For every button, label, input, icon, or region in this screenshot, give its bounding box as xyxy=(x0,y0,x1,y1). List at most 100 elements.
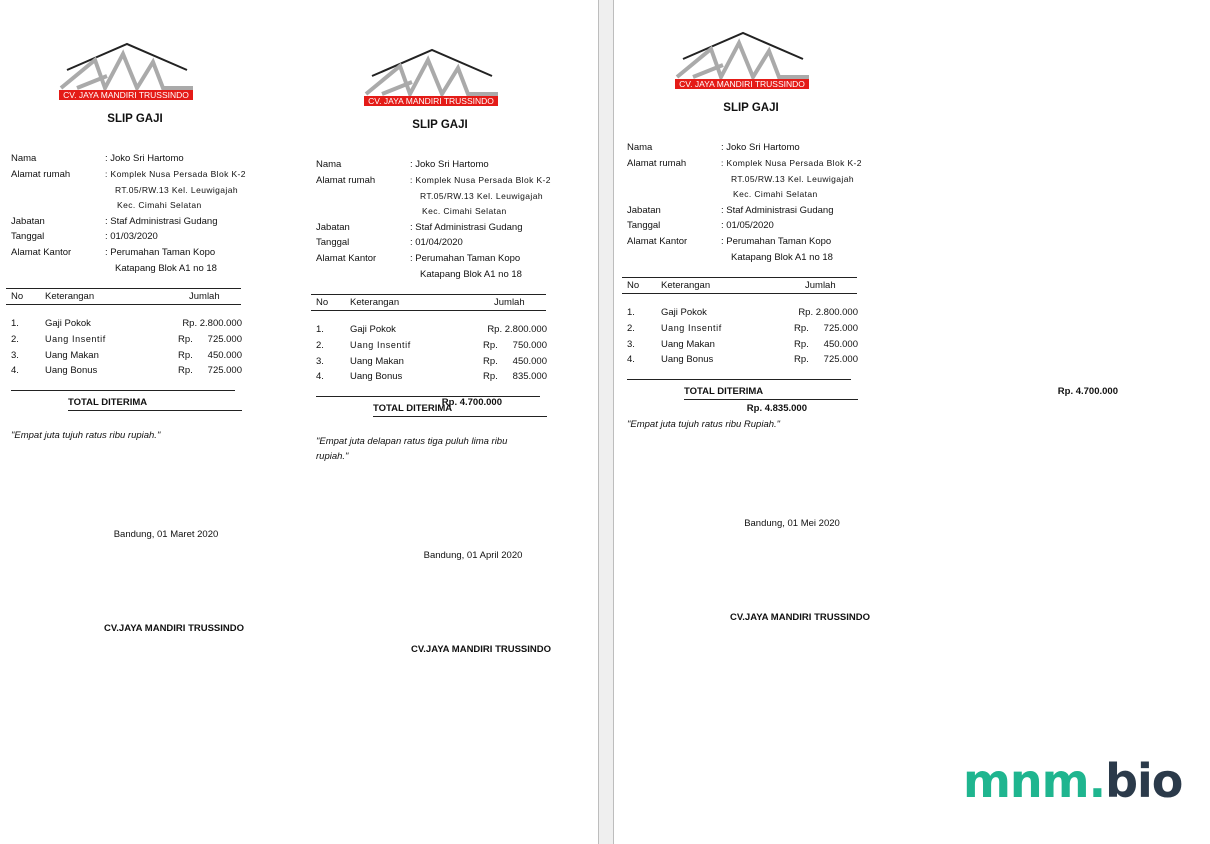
item-currency: Rp. xyxy=(178,365,193,376)
field-value: RT.05/RW.13 Kel. Leuwigajah xyxy=(115,185,238,195)
slip-title: SLIP GAJI xyxy=(107,113,163,125)
item-desc: Uang Insentif xyxy=(661,323,722,333)
table-row: 2. Uang Insentif Rp. 725.000 xyxy=(11,334,242,346)
field-label: Jabatan xyxy=(627,205,661,216)
item-desc: Uang Insentif xyxy=(45,334,106,344)
item-desc: Gaji Pokok xyxy=(661,307,707,318)
item-no: 3. xyxy=(316,356,324,367)
table-row: 3. Uang Makan Rp. 450.000 xyxy=(316,356,547,368)
watermark: mnm.bio xyxy=(963,754,1183,808)
item-no: 3. xyxy=(11,350,19,361)
field-value: RT.05/RW.13 Kel. Leuwigajah xyxy=(731,174,854,184)
field-value: : Staf Administrasi Gudang xyxy=(410,222,523,233)
field-value: RT.05/RW.13 Kel. Leuwigajah xyxy=(420,191,543,201)
item-desc: Uang Makan xyxy=(350,356,404,367)
company-name: CV.JAYA MANDIRI TRUSSINDO xyxy=(729,612,871,623)
item-no: 2. xyxy=(11,334,19,345)
item-amount: Rp. 2.800.000 xyxy=(487,324,547,335)
item-currency: Rp. xyxy=(483,356,498,367)
item-currency: Rp. xyxy=(178,334,193,345)
salary-slip: CV. JAYA MANDIRI TRUSSINDO SLIP GAJI Nama:… xyxy=(622,31,1118,662)
total-rule xyxy=(11,390,235,391)
total-underline xyxy=(68,410,242,411)
place-date: Bandung, 01 April 2020 xyxy=(423,550,523,561)
item-desc: Uang Makan xyxy=(661,339,715,350)
item-no: 4. xyxy=(627,354,635,365)
col-keterangan-header: Keterangan xyxy=(661,280,711,291)
field-value: : Staf Administrasi Gudang xyxy=(105,216,218,227)
item-currency: Rp. xyxy=(794,339,809,350)
field-label: Tanggal xyxy=(627,220,661,231)
company-logo: CV. JAYA MANDIRI TRUSSINDO xyxy=(362,46,502,110)
logo-text: CV. JAYA MANDIRI TRUSSINDO xyxy=(59,90,193,100)
field-value: : 01/03/2020 xyxy=(105,231,158,242)
field-value: : 01/05/2020 xyxy=(721,220,774,231)
amount-in-words: "Empat juta delapan ratus tiga puluh lim… xyxy=(316,436,508,462)
col-no-header: No xyxy=(627,280,640,291)
item-amount: 835.000 xyxy=(512,371,547,382)
page-gap xyxy=(598,0,614,844)
item-currency: Rp. xyxy=(483,340,498,351)
total-rule xyxy=(316,396,540,397)
field-label: Nama xyxy=(627,142,653,153)
table-row: 1. Gaji Pokok Rp. 2.800.000 xyxy=(11,318,242,330)
field-label: Alamat rumah xyxy=(627,158,687,169)
table-header-rule xyxy=(6,304,241,305)
watermark-part1: mnm. xyxy=(963,754,1106,808)
table-row: 4. Uang Bonus Rp. 835.000 xyxy=(316,371,547,383)
total-label: TOTAL DITERIMA xyxy=(373,403,453,414)
item-no: 1. xyxy=(316,324,324,335)
slip-title: SLIP GAJI xyxy=(412,119,468,131)
field-label: Alamat Kantor xyxy=(627,236,688,247)
amount-in-words: "Empat juta tujuh ratus ribu rupiah." xyxy=(11,430,161,441)
field-value: : Komplek Nusa Persada Blok K-2 xyxy=(410,175,551,185)
item-no: 1. xyxy=(627,307,635,318)
col-no-header: No xyxy=(11,291,24,302)
salary-slip: CV. JAYA MANDIRI TRUSSINDO SLIP GAJI Nama:… xyxy=(6,42,502,673)
company-logo: CV. JAYA MANDIRI TRUSSINDO xyxy=(673,29,813,93)
roof-truss-icon xyxy=(364,48,498,98)
item-no: 3. xyxy=(627,339,635,350)
table-row: 3. Uang Makan Rp. 450.000 xyxy=(627,339,858,351)
field-label: Alamat Kantor xyxy=(11,247,72,258)
watermark-part2: bio xyxy=(1105,754,1183,808)
total-rule xyxy=(627,379,851,380)
field-label: Alamat Kantor xyxy=(316,253,377,264)
field-label: Tanggal xyxy=(11,231,45,242)
field-value: : Joko Sri Hartomo xyxy=(105,153,184,164)
table-row: 4. Uang Bonus Rp. 725.000 xyxy=(11,365,242,377)
table-row: 1. Gaji Pokok Rp. 2.800.000 xyxy=(316,324,547,336)
col-keterangan-header: Keterangan xyxy=(350,297,400,308)
item-amount: Rp. 2.800.000 xyxy=(798,307,858,318)
total-underline xyxy=(684,399,858,400)
item-desc: Uang Bonus xyxy=(45,365,98,376)
field-value: Kec. Cimahi Selatan xyxy=(422,206,507,216)
logo-text: CV. JAYA MANDIRI TRUSSINDO xyxy=(675,79,809,89)
item-no: 4. xyxy=(316,371,324,382)
field-value: : 01/04/2020 xyxy=(410,237,463,248)
field-value: : Perumahan Taman Kopo xyxy=(410,253,521,264)
table-top-rule xyxy=(622,277,857,278)
table-row: 1. Gaji Pokok Rp. 2.800.000 xyxy=(627,307,858,319)
place-date: Bandung, 01 Mei 2020 xyxy=(744,518,840,529)
col-jumlah-header: Jumlah xyxy=(805,280,836,291)
item-currency: Rp. xyxy=(794,354,809,365)
salary-slip: CV. JAYA MANDIRI TRUSSINDO SLIP GAJI Nama:… xyxy=(311,48,807,679)
field-value: : Komplek Nusa Persada Blok K-2 xyxy=(105,169,246,179)
field-label: Jabatan xyxy=(316,222,350,233)
item-amount: 450.000 xyxy=(823,339,858,350)
col-jumlah-header: Jumlah xyxy=(494,297,525,308)
table-header-rule xyxy=(311,310,546,311)
item-amount: 725.000 xyxy=(823,354,858,365)
field-value: Katapang Blok A1 no 18 xyxy=(115,263,217,274)
item-amount: 450.000 xyxy=(512,356,547,367)
total-amount: Rp. 4.835.000 xyxy=(746,403,807,414)
item-amount: Rp. 2.800.000 xyxy=(182,318,242,329)
total-underline xyxy=(373,416,547,417)
field-label: Alamat rumah xyxy=(316,175,376,186)
field-value: Katapang Blok A1 no 18 xyxy=(731,252,833,263)
amount-in-words: "Empat juta tujuh ratus ribu Rupiah." xyxy=(627,419,781,430)
field-label: Tanggal xyxy=(316,237,350,248)
item-desc: Uang Bonus xyxy=(661,354,714,365)
field-value: Kec. Cimahi Selatan xyxy=(117,200,202,210)
